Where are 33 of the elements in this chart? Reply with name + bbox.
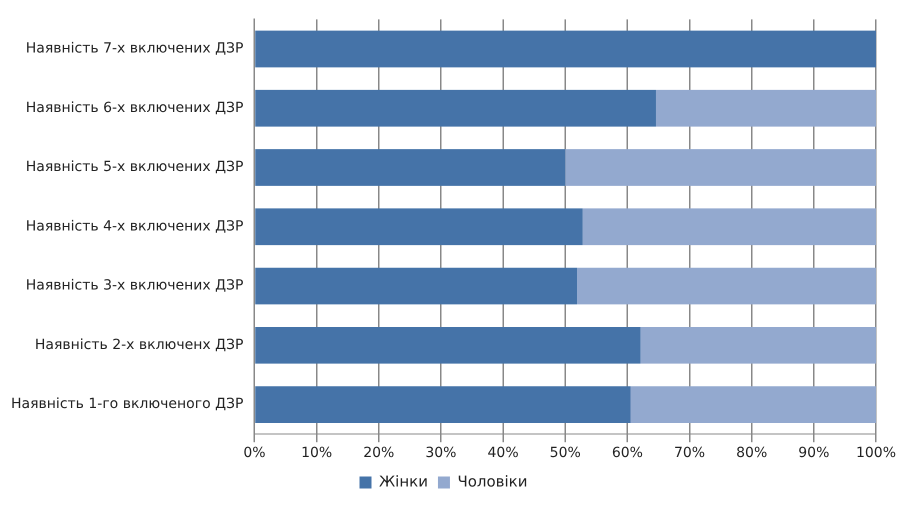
x-tick-label: 10% <box>301 445 332 462</box>
y-tick-label: Наявність 1-го включеного ДЗР <box>10 396 244 412</box>
bar <box>255 386 630 423</box>
bar <box>255 268 578 304</box>
legend-label: Жінки <box>379 472 428 490</box>
bar <box>255 149 566 186</box>
bar <box>640 326 876 364</box>
x-tick-label: 0% <box>243 445 266 462</box>
bar <box>565 149 876 186</box>
x-tick-label: 20% <box>363 445 394 462</box>
bar <box>255 30 876 68</box>
bar <box>582 208 876 246</box>
bar <box>577 268 876 304</box>
y-tick-label: Наявність 7-х включених ДЗР <box>26 40 244 57</box>
y-tick-label: Наявність 3-х включених ДЗР <box>26 278 244 294</box>
y-tick-label: Наявність 2-х включенх ДЗР <box>34 336 244 353</box>
y-tick-label: Наявність 5-х включених ДЗР <box>26 159 244 176</box>
x-tick-label: 100% <box>856 445 896 462</box>
x-tick-label: 40% <box>488 445 519 462</box>
bar <box>255 208 583 246</box>
x-tick-label: 90% <box>798 445 830 462</box>
y-tick-label: Наявність 6-х включених ДЗР <box>26 100 244 116</box>
x-tick-label: 60% <box>612 445 643 462</box>
bar <box>630 386 876 423</box>
bar <box>255 326 640 364</box>
x-tick-label: 70% <box>674 445 706 462</box>
bar <box>656 90 876 127</box>
legend-label: Чоловіки <box>457 472 528 490</box>
y-tick-label: Наявність 4-х включених ДЗР <box>26 218 244 234</box>
x-tick-label: 30% <box>425 445 456 462</box>
x-tick-label: 50% <box>550 445 581 462</box>
x-tick-label: 80% <box>736 445 768 462</box>
bar <box>255 90 656 127</box>
